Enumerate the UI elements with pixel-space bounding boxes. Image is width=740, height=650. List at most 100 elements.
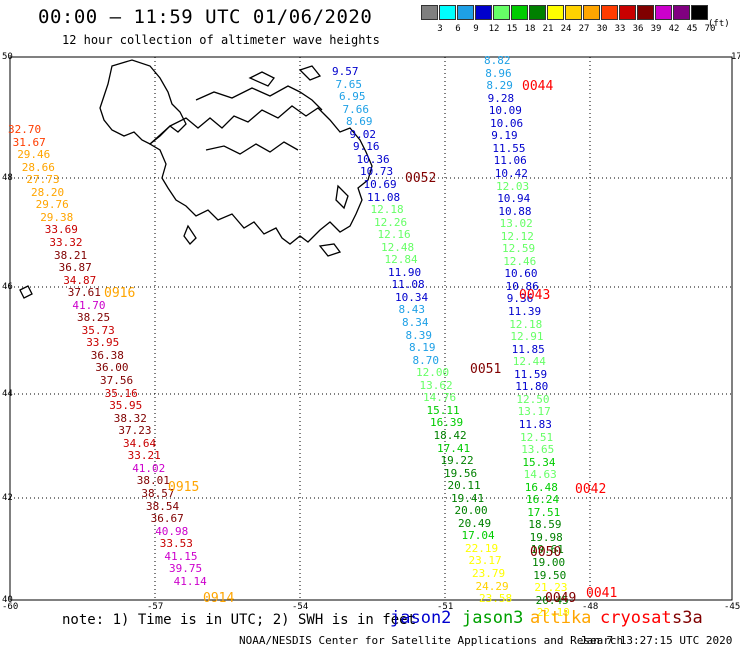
wave-height-value: 29.76 [35, 198, 69, 212]
wave-height-value: 10.88 [498, 204, 532, 218]
satellite-legend-item: altika [530, 608, 592, 628]
wave-height-value: 41.70 [72, 298, 106, 312]
wave-height-value: 12.26 [374, 215, 408, 229]
wave-height-value: 12.84 [384, 253, 418, 267]
pass-time-label: 0041 [586, 586, 618, 601]
pass-time-label: 0044 [522, 79, 554, 94]
wave-height-value: 10.09 [488, 104, 522, 118]
wave-height-value: 38.57 [141, 486, 175, 500]
wave-height-value: 19.00 [532, 556, 566, 569]
wave-height-value: 23.58 [479, 592, 513, 606]
corner-label: 17 [731, 52, 740, 62]
wave-height-value: 22.19 [465, 541, 499, 555]
color-scale-unit: (ft) [708, 19, 730, 29]
wave-height-value: 19.41 [451, 491, 485, 505]
wave-height-value: 22.19 [536, 606, 570, 620]
wave-height-value: 32.70 [8, 123, 42, 136]
color-swatch [619, 5, 636, 20]
wave-height-value: 8.43 [398, 303, 426, 317]
wave-height-value: 12.59 [502, 242, 536, 256]
wave-height-value: 16.39 [430, 416, 464, 430]
wave-height-value: 16.48 [524, 480, 558, 494]
wave-height-value: 12.51 [520, 430, 554, 444]
wave-height-value: 35.95 [109, 399, 143, 413]
wave-height-value: 12.12 [500, 229, 534, 243]
wave-height-value: 8.96 [485, 66, 512, 80]
wave-height-value: 19.50 [533, 568, 567, 582]
wave-height-value: 12.18 [370, 203, 404, 217]
wave-height-value: 12.18 [509, 317, 543, 331]
satellite-legend-item: jason2 [390, 608, 452, 628]
wave-height-value: 10.69 [363, 177, 397, 191]
color-swatch-label: 39 [650, 24, 662, 34]
wave-height-value: 14.63 [523, 468, 557, 482]
latitude-label: 46 [2, 282, 13, 292]
wave-height-value: 8.19 [409, 341, 436, 355]
wave-height-value: 17.41 [437, 441, 471, 455]
wave-height-value: 19.61 [530, 543, 564, 557]
latitude-label: 48 [2, 173, 13, 183]
wave-height-value: 10.34 [395, 290, 429, 304]
wave-height-value: 36.00 [95, 361, 129, 375]
wave-height-value: 41.02 [132, 461, 166, 475]
wave-height-value: 15.11 [426, 403, 460, 417]
legend-note: note: 1) Time is in UTC; 2) SWH is in fe… [62, 612, 417, 628]
color-swatch [493, 5, 510, 20]
wave-height-value: 33.69 [44, 223, 78, 237]
pass-time-label: 0914 [203, 591, 235, 606]
wave-height-value: 17.51 [527, 505, 561, 519]
footer-credit: NOAA/NESDIS Center for Satellite Applica… [239, 634, 624, 647]
wave-height-value: 23.17 [468, 554, 502, 568]
wave-height-value: 7.66 [342, 102, 370, 116]
wave-height-value: 12.03 [496, 179, 530, 193]
wave-height-value: 10.60 [504, 267, 538, 281]
wave-height-value: 38.21 [54, 248, 88, 262]
wave-height-value: 20.00 [454, 504, 488, 518]
color-swatch [547, 5, 564, 20]
wave-height-value: 8.70 [412, 353, 440, 367]
wave-height-value: 12.48 [381, 240, 415, 254]
wave-height-value: 11.39 [508, 305, 542, 318]
wave-height-value: 12.46 [503, 254, 537, 268]
wave-height-value: 11.59 [514, 367, 548, 381]
wave-height-value: 18.42 [433, 428, 467, 442]
wave-height-value: 12.91 [510, 330, 544, 344]
pass-time-label: 0916 [104, 286, 136, 301]
longitude-label: -60 [2, 602, 19, 612]
wave-height-value: 40.98 [155, 524, 189, 538]
wave-height-value: 8.82 [484, 54, 511, 67]
color-swatch [655, 5, 672, 20]
color-swatch-label: 36 [632, 24, 644, 34]
latitude-label: 50 [2, 52, 13, 62]
pass-time-label: 0049 [545, 591, 577, 606]
wave-height-value: 33.21 [127, 449, 161, 463]
color-swatch [457, 5, 474, 20]
wave-height-value: 12.50 [516, 392, 550, 406]
wave-height-value: 33.53 [159, 537, 193, 551]
wave-height-value: 12.44 [512, 355, 546, 369]
color-swatch-label: 15 [506, 24, 518, 34]
wave-height-value: 38.01 [136, 474, 170, 488]
wave-height-value: 10.36 [356, 152, 390, 166]
color-swatch-label: 24 [560, 24, 572, 34]
color-swatch [529, 5, 546, 20]
wave-height-value: 21.23 [534, 581, 568, 595]
wave-height-value: 11.06 [493, 154, 527, 168]
wave-height-value: 11.90 [388, 265, 422, 279]
color-swatch-label: 12 [488, 24, 500, 34]
wave-height-value: 36.38 [90, 348, 124, 362]
wave-height-value: 12.16 [377, 228, 411, 242]
wave-height-value: 31.67 [12, 135, 46, 149]
wave-height-value: 16.24 [526, 493, 560, 507]
wave-height-value: 11.83 [518, 417, 552, 431]
wave-height-value: 41.15 [164, 549, 198, 563]
color-swatch-label: 6 [455, 24, 461, 34]
satellite-legend-item: jason3 [462, 608, 524, 628]
wave-height-value: 10.94 [497, 192, 531, 206]
wave-height-value: 38.25 [77, 311, 111, 325]
graticule [10, 57, 732, 600]
color-swatch-label: 42 [668, 24, 680, 34]
pass-time-label: 0043 [519, 288, 551, 303]
color-swatch [565, 5, 582, 20]
